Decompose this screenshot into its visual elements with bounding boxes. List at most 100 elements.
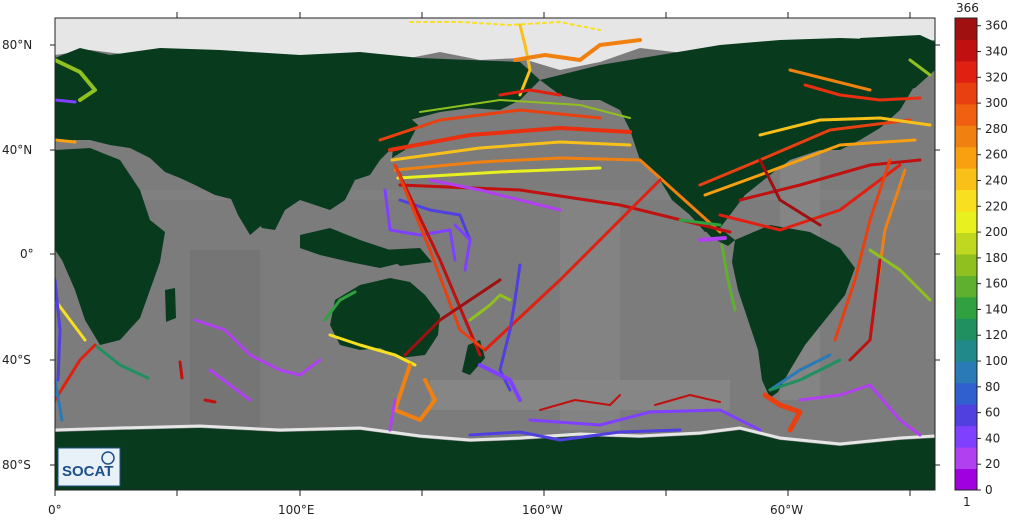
track-diag-1 bbox=[393, 163, 482, 357]
colorbar-tick-label: 320 bbox=[985, 70, 1008, 84]
colorbar-tick-label: 80 bbox=[985, 380, 1000, 394]
track-satl-4 bbox=[848, 258, 882, 362]
colorbar: 366 360340320300280260240220200180160140… bbox=[954, 1, 1008, 509]
eurasia bbox=[55, 48, 540, 230]
track-io-green bbox=[93, 343, 150, 380]
track-left-edge-blue bbox=[55, 378, 64, 422]
africa bbox=[55, 148, 165, 345]
track-diag-3 bbox=[483, 178, 662, 352]
track-io-blue-left bbox=[55, 278, 62, 382]
track-satl-3 bbox=[868, 248, 932, 302]
track-natl-2 bbox=[703, 138, 917, 197]
colorbar-swatch bbox=[955, 60, 977, 83]
track-so-purple2 bbox=[528, 408, 762, 432]
lon-ticks bbox=[54, 12, 911, 496]
colorbar-swatch bbox=[955, 146, 977, 169]
colorbar-bottom-label: 1 bbox=[963, 495, 971, 509]
colorbar-tick-label: 0 bbox=[985, 483, 993, 497]
track-npacific-4 bbox=[396, 166, 602, 180]
track-nordic bbox=[908, 58, 932, 77]
track-gulf-green bbox=[678, 218, 722, 227]
track-satl-1 bbox=[833, 158, 892, 342]
north-america bbox=[540, 38, 920, 232]
track-so-red bbox=[539, 394, 621, 411]
track-npacific-3 bbox=[393, 156, 722, 234]
lon-label-160w: 160°W bbox=[522, 503, 563, 517]
colorbar-swatch bbox=[955, 296, 977, 319]
new-zealand bbox=[462, 340, 485, 375]
track-so-purple bbox=[478, 363, 522, 402]
track-alaska bbox=[498, 88, 562, 97]
socat-logo: SOCAT bbox=[57, 447, 121, 487]
lon-label-60w: 60°W bbox=[770, 503, 803, 517]
track-weddell bbox=[798, 383, 922, 437]
track-npacific-2 bbox=[390, 140, 632, 162]
colorbar-tick-label: 260 bbox=[985, 148, 1008, 162]
colorbar-tick-label: 340 bbox=[985, 45, 1008, 59]
colorbar-tick-label: 280 bbox=[985, 122, 1008, 136]
track-diag-4 bbox=[403, 278, 502, 357]
track-natl-7 bbox=[803, 83, 922, 102]
track-io-yellow bbox=[55, 298, 87, 342]
colorbar-tick-label: 300 bbox=[985, 96, 1008, 110]
track-satl-5 bbox=[768, 358, 842, 392]
track-diag-2 bbox=[393, 163, 487, 352]
track-wpac-4 bbox=[453, 223, 472, 272]
colorbar-tick-label: 200 bbox=[985, 225, 1008, 239]
colorbar-tick-label: 360 bbox=[985, 19, 1008, 33]
colorbar-swatch bbox=[955, 189, 977, 212]
ship-tracks bbox=[55, 21, 932, 442]
colorbar-swatch bbox=[955, 125, 977, 148]
track-europe-green bbox=[55, 58, 97, 102]
track-so-red2 bbox=[654, 394, 721, 406]
australia bbox=[330, 278, 440, 358]
colorbar-swatch bbox=[955, 339, 977, 362]
track-arctic bbox=[513, 38, 642, 62]
madagascar bbox=[165, 288, 176, 322]
colorbar-tick-label: 100 bbox=[985, 354, 1008, 368]
colorbar-tick-label: 40 bbox=[985, 431, 1000, 445]
colorbar-max-label: 366 bbox=[956, 1, 979, 15]
colorbar-swatch bbox=[955, 275, 977, 298]
colorbar-swatch bbox=[955, 318, 977, 341]
arctic-sea-ice bbox=[55, 18, 935, 70]
track-npacific-7 bbox=[419, 99, 631, 119]
track-natl-8 bbox=[788, 68, 872, 92]
maritime-continent bbox=[300, 228, 405, 268]
track-natl-4 bbox=[758, 116, 932, 137]
antarctica bbox=[55, 428, 935, 490]
track-aus-green bbox=[323, 290, 357, 322]
colorbar-frame bbox=[954, 17, 978, 491]
track-satl-teal bbox=[768, 353, 832, 392]
colorbar-swatch bbox=[955, 361, 977, 384]
track-natl-6 bbox=[758, 158, 822, 227]
greenland bbox=[860, 35, 935, 92]
track-io-purple bbox=[193, 318, 322, 377]
colorbar-tick-label: 180 bbox=[985, 251, 1008, 265]
colorbar-swatch bbox=[955, 447, 977, 470]
colorbar-swatch bbox=[955, 232, 977, 255]
colorbar-ticks: 3603403203002802602402202001801601401201… bbox=[963, 19, 1008, 509]
colorbar-swatch bbox=[955, 211, 977, 234]
lat-label-40s: 40°S bbox=[2, 353, 31, 367]
track-natl-3 bbox=[738, 158, 922, 202]
colorbar-swatch bbox=[955, 168, 977, 191]
colorbar-tick-label: 240 bbox=[985, 173, 1008, 187]
track-io-red-dot bbox=[178, 360, 184, 380]
central-america bbox=[700, 225, 735, 246]
map-panel: SOCAT bbox=[55, 18, 935, 490]
colorbar-swatch bbox=[955, 382, 977, 405]
track-npacific-6 bbox=[378, 108, 602, 142]
lat-label-80s: 80°S bbox=[2, 458, 31, 472]
colorbar-swatch bbox=[955, 425, 977, 448]
india bbox=[225, 185, 262, 235]
track-tasman-orange bbox=[393, 363, 437, 422]
track-tasman-purple bbox=[388, 398, 397, 432]
antarctic-ice-edge bbox=[55, 424, 935, 446]
track-gulf-purple bbox=[698, 236, 727, 242]
colorbar-swatch bbox=[955, 404, 977, 427]
track-eq-green bbox=[720, 243, 737, 312]
colorbar-swatches bbox=[955, 18, 977, 491]
colorbar-swatch bbox=[955, 39, 977, 62]
track-europe-purple bbox=[55, 98, 77, 104]
